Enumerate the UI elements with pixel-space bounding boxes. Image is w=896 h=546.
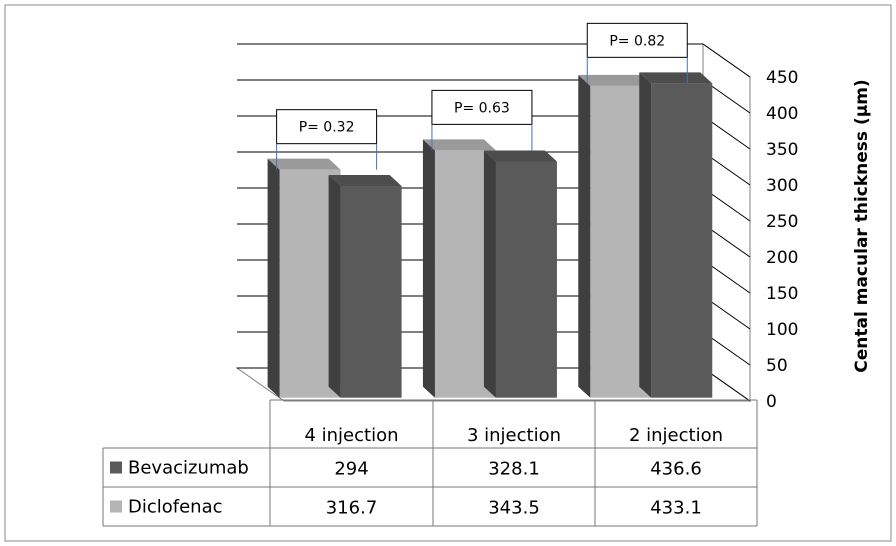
- p-value-label: P= 0.63: [454, 100, 510, 116]
- bar-top: [422, 139, 496, 151]
- x-tick-label: 4 injection: [304, 425, 398, 446]
- x-tick-label: 3 injection: [467, 425, 561, 446]
- y-tick-label: 100: [766, 320, 798, 340]
- bar-top: [328, 175, 402, 187]
- data-label: 433.1: [650, 498, 702, 519]
- y-tick-label: 450: [766, 68, 798, 88]
- y-tick-label: 50: [766, 356, 788, 376]
- bar-side: [328, 175, 341, 398]
- bar-bevacizumab-0: [340, 186, 402, 398]
- annotations-layer: P= 0.32 P= 0.63 P= 0.82: [276, 22, 688, 170]
- bar-side: [639, 72, 652, 398]
- p-value-box: [276, 109, 378, 145]
- data-table: 4 injection 3 injection 2 injection Bevaciz…: [102, 399, 758, 527]
- y-tick-label: 250: [766, 212, 798, 232]
- data-label: 316.7: [326, 498, 378, 519]
- bar-side: [267, 158, 280, 398]
- y-tick-label: 0: [766, 392, 777, 412]
- bar-side: [578, 74, 591, 398]
- p-value-box: [586, 22, 688, 58]
- bar-bevacizumab-1: [495, 161, 557, 398]
- p-value-label: P= 0.82: [609, 33, 665, 49]
- y-tick-label: 400: [766, 104, 798, 124]
- y-tick-label: 150: [766, 284, 798, 304]
- bar-top: [578, 74, 652, 86]
- y-tick-label: 300: [766, 176, 798, 196]
- legend-swatch: [110, 500, 122, 513]
- legend-label: Diclofenac: [128, 497, 223, 518]
- bar-side: [483, 150, 496, 398]
- p-value-box: [431, 89, 533, 125]
- legend-label: Bevacizumab: [128, 458, 249, 479]
- data-label: 436.6: [650, 459, 702, 480]
- y-tick-label: 200: [766, 248, 798, 268]
- bar-top: [267, 158, 341, 170]
- x-tick-label: 2 injection: [629, 425, 723, 446]
- y-axis-ticks: 0 50 100 150 200 250 300 350 400 450: [766, 68, 798, 412]
- bar-top: [639, 72, 713, 84]
- y-axis-label: Cental macular thickness (μm): [852, 79, 872, 372]
- bar-bevacizumab-2: [651, 83, 713, 398]
- data-label: 294: [334, 459, 368, 480]
- data-label: 343.5: [488, 498, 540, 519]
- y-tick-label: 350: [766, 140, 798, 160]
- gridline: [237, 43, 751, 78]
- bars-layer: [267, 72, 713, 398]
- data-label: 328.1: [488, 459, 540, 480]
- bar-side: [422, 139, 435, 398]
- bar-top: [483, 150, 557, 162]
- legend-swatch: [110, 461, 122, 474]
- p-value-label: P= 0.32: [299, 120, 355, 136]
